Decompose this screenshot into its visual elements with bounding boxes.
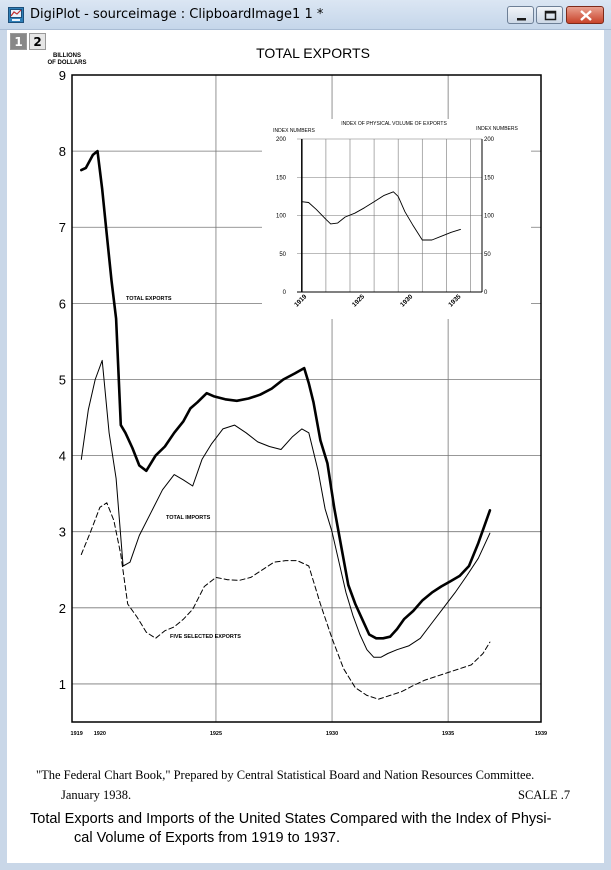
caption-source: "The Federal Chart Book," Prepared by Ce… (36, 768, 535, 782)
main-series-lines (80, 149, 492, 700)
series-label-total-imports: TOTAL IMPORTS (166, 515, 211, 521)
inset-y-tick-label-left: 100 (276, 214, 287, 220)
inset-y-tick-label-left: 50 (279, 252, 286, 258)
maximize-button[interactable] (536, 6, 563, 24)
main-y-tick-label: 9 (59, 68, 66, 83)
inset-y-tick-label-right: 50 (484, 252, 491, 258)
layer-tab-2[interactable]: 2 (29, 33, 46, 50)
main-tick-labels: 1 2 3 4 5 6 7 8 9 1919 1920 1925 1930 1935 1939 (59, 68, 547, 737)
main-y-tick-label: 7 (59, 220, 66, 235)
figure-subtitle-line1: Total Exports and Imports of the United … (30, 811, 552, 827)
inset-series-line-physical-volume (301, 191, 461, 241)
series-line-total-exports (80, 149, 492, 640)
caption-date: January 1938. (61, 788, 132, 802)
inset-y-tick-label-right: 200 (484, 137, 495, 143)
main-y-tick-label: 4 (59, 449, 66, 464)
minimize-button[interactable] (507, 6, 534, 24)
close-button[interactable] (566, 6, 604, 24)
series-line-five-selected-exports (80, 502, 491, 700)
inset-title: INDEX OF PHYSICAL VOLUME OF EXPORTS (341, 121, 447, 127)
layer-tab-1[interactable]: 1 (10, 33, 27, 50)
inset-y-tick-label-left: 0 (283, 290, 287, 296)
chart-title: TOTAL EXPORTS (256, 45, 370, 61)
window-title: DigiPlot - sourceimage : ClipboardImage1… (30, 7, 324, 22)
app-icon (8, 7, 24, 23)
caption-scale: SCALE .7 (518, 788, 571, 802)
figure-subtitle-line2: cal Volume of Exports from 1919 to 1937. (74, 830, 340, 846)
minimize-icon (517, 18, 526, 21)
inset-ylabel-right: INDEX NUMBERS (476, 126, 518, 132)
inset-y-tick-label-left: 150 (276, 175, 287, 181)
main-y-tick-label: 2 (59, 601, 66, 616)
close-icon (580, 10, 592, 21)
window-frame (0, 30, 611, 870)
main-x-tick-label: 1920 (94, 731, 106, 737)
maximize-icon (544, 10, 557, 21)
main-y-tick-label: 3 (59, 525, 66, 540)
main-y-tick-label: 1 (59, 677, 66, 692)
main-y-tick-label: 5 (59, 372, 66, 387)
y-axis-label-line1: BILLIONS (53, 53, 81, 59)
inset-series-line (301, 191, 461, 241)
main-x-tick-label: 1935 (442, 731, 454, 737)
main-plot-frame (71, 74, 542, 723)
y-axis-label-line2: OF DOLLARS (48, 60, 87, 66)
series-label-total-exports: TOTAL EXPORTS (126, 296, 172, 302)
main-y-tick-label: 8 (59, 144, 66, 159)
inset-y-tick-label-right: 150 (484, 175, 495, 181)
inset-y-tick-label-right: 100 (484, 214, 495, 220)
inset-gridlines (297, 138, 483, 293)
inset-y-tick-label-left: 200 (276, 137, 287, 143)
inset-y-tick-label-right: 0 (484, 290, 488, 296)
main-x-tick-label: 1925 (210, 731, 222, 737)
main-x-tick-label: 1930 (326, 731, 338, 737)
window-titlebar[interactable]: DigiPlot - sourceimage : ClipboardImage1… (0, 0, 611, 30)
main-x-tick-label: 1919 (71, 731, 83, 737)
main-x-tick-label: 1939 (535, 731, 547, 737)
inset-ylabel-left: INDEX NUMBERS (273, 128, 315, 134)
inset-background (262, 119, 531, 319)
series-line-total-imports (80, 359, 491, 658)
main-y-tick-label: 6 (59, 296, 66, 311)
series-label-five-selected-exports: FIVE SELECTED EXPORTS (170, 634, 241, 640)
